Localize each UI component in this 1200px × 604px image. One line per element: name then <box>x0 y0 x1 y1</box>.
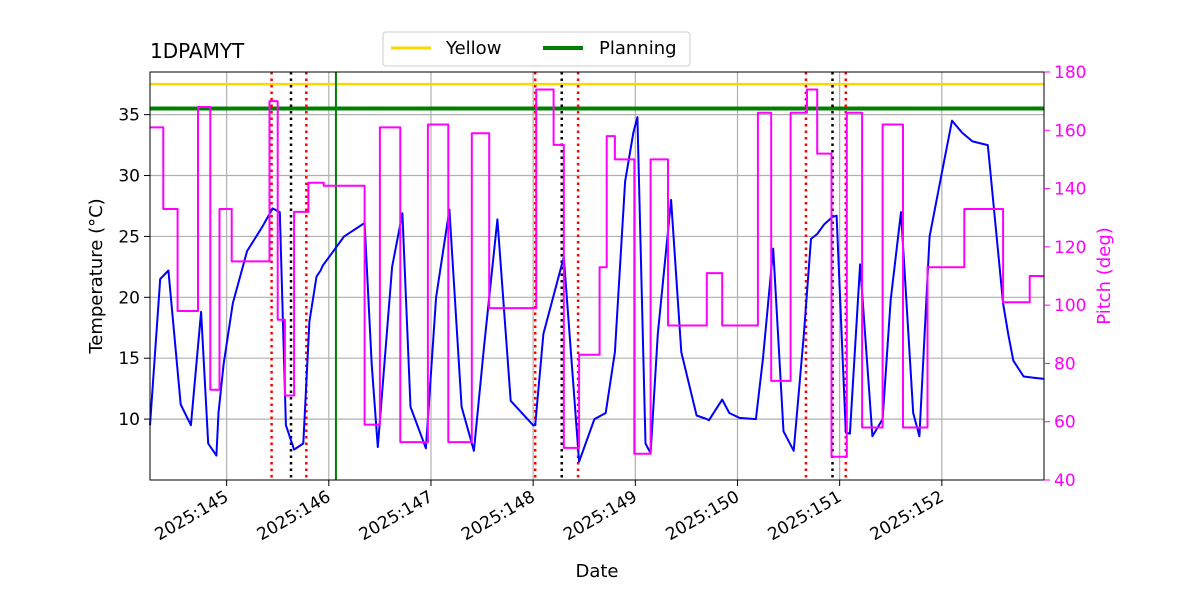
y-tick-label-0: 10 <box>118 410 140 430</box>
y2-tick-label-7: 180 <box>1054 63 1086 83</box>
y-tick-label-2: 20 <box>118 288 140 308</box>
pitch-series-layer <box>150 88 1044 458</box>
temperature-series-layer <box>149 116 1045 463</box>
chart-title: 1DPAMYT <box>150 39 245 63</box>
y2-tick-label-2: 80 <box>1054 354 1076 374</box>
legend-box <box>382 31 691 67</box>
y-tick-label-5: 35 <box>118 106 140 126</box>
legend: Yellow Planning <box>382 31 691 67</box>
y2-tick-label-4: 120 <box>1054 238 1086 258</box>
y2-tick-label-3: 100 <box>1054 296 1086 316</box>
y2-tick-label-1: 60 <box>1054 413 1076 433</box>
pitch-line <box>150 88 1044 458</box>
y-tick-label-1: 15 <box>118 349 140 369</box>
grid-layer <box>150 72 1044 480</box>
y2-tick-label-0: 40 <box>1054 471 1076 491</box>
y-tick-label-3: 25 <box>118 227 140 247</box>
temperature-line <box>149 116 1045 463</box>
plot-frame <box>149 71 1045 481</box>
y-tick-label-4: 30 <box>118 167 140 187</box>
y2-tick-label-5: 140 <box>1054 180 1086 200</box>
legend-yellow-label: Yellow <box>445 38 501 59</box>
limit-lines-layer <box>150 82 1044 111</box>
y-axis-label: Temperature (°C) <box>86 198 107 354</box>
y2-tick-label-6: 160 <box>1054 121 1086 141</box>
y2-axis-ticks: 40 60 80 100 120 140 160 180 <box>1044 63 1086 491</box>
y-axis-ticks: 10 15 20 25 30 35 <box>118 106 150 430</box>
event-lines-layer <box>270 72 848 480</box>
legend-planning-label: Planning <box>599 38 677 59</box>
x-axis-label: Date <box>575 561 618 582</box>
y2-axis-label: Pitch (deg) <box>1094 227 1115 325</box>
